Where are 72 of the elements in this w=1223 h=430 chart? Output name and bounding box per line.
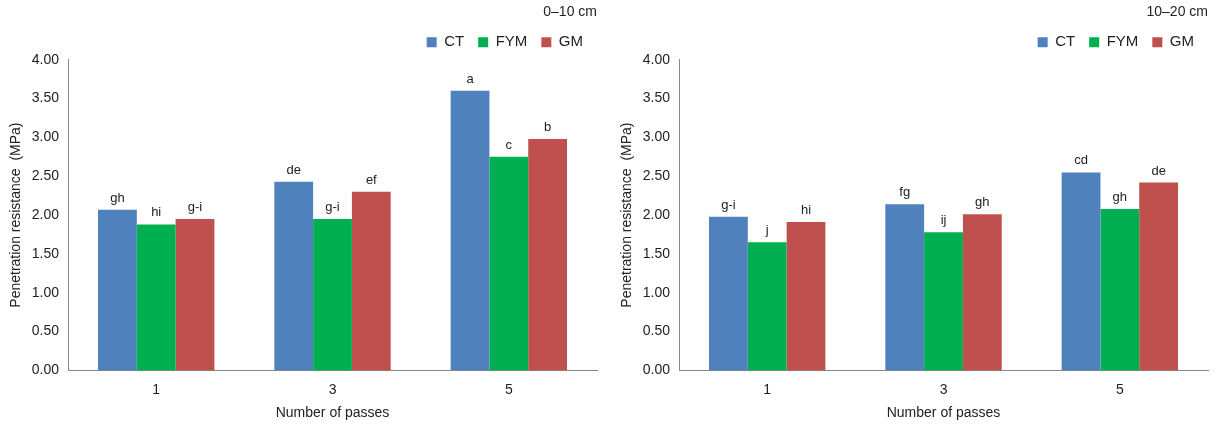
y-tick-label: 1.50 [642,244,671,261]
y-tick-label: 1.00 [31,283,60,300]
y-tick-label: 0.50 [31,322,60,339]
data-label: a [466,70,475,86]
y-tick-label: 0.00 [31,361,60,378]
y-tick-label: 4.00 [642,50,671,67]
data-label: de [286,161,301,177]
y-tick-label: 2.00 [642,205,671,222]
y-axis-title: Penetration resistance (MPa) [7,122,24,308]
bar [98,209,137,371]
data-label: gh [1112,188,1128,204]
x-tick-label: 3 [939,380,948,397]
data-label: b [544,119,552,135]
y-tick-label: 2.50 [642,167,671,184]
bar [1139,182,1179,371]
legend-label: FYM [1106,32,1139,50]
bar [489,156,529,371]
legend-label: GM [558,32,584,50]
bar [924,232,963,371]
bar [528,139,568,371]
y-tick-label: 3.50 [31,89,60,106]
x-tick-label: 3 [328,380,337,397]
data-label: gh [110,189,125,205]
bar [786,222,826,371]
y-tick-label: 3.00 [642,128,671,145]
y-tick-label: 4.00 [31,50,60,67]
data-label: gh [975,194,990,210]
bar [274,181,314,371]
bar [450,90,490,371]
y-axis-title: Penetration resistance (MPa) [618,122,635,308]
bar [747,242,787,371]
data-label: hi [151,204,162,220]
y-tick-label: 3.50 [642,89,671,106]
data-label: g-i [187,199,203,215]
y-tick-label: 2.00 [31,205,60,222]
data-label: fg [899,184,911,200]
x-axis-title: Number of passes [886,404,1001,421]
bar [885,204,925,371]
x-tick-label: 5 [1115,380,1124,397]
legend-label: GM [1169,32,1195,50]
y-tick-label: 0.50 [642,322,671,339]
bar [1061,172,1101,371]
bar [351,191,391,371]
y-tick-label: 1.50 [31,244,60,261]
chart-title: 0–10 cm [543,3,597,20]
bar [709,216,748,371]
bar [136,224,176,371]
x-tick-label: 5 [504,380,513,397]
x-tick-label: 1 [763,380,772,397]
x-tick-label: 1 [152,380,161,397]
bar [313,218,352,371]
y-tick-label: 1.00 [642,283,671,300]
data-label: c [505,136,513,152]
data-label: cd [1074,152,1088,168]
bar [962,214,1002,371]
y-tick-label: 3.00 [31,128,60,145]
data-label: ef [365,171,378,187]
bar [175,218,215,371]
data-label: g-i [721,196,736,212]
data-label: ij [940,212,947,228]
chart-title: 10–20 cm [1146,3,1208,20]
data-label: g-i [325,199,340,215]
y-tick-label: 0.00 [642,361,671,378]
y-tick-label: 2.50 [31,167,60,184]
data-label: j [764,222,769,238]
data-label: de [1151,162,1166,178]
legend-label: CT [1055,32,1076,50]
x-axis-title: Number of passes [275,404,390,421]
legend-label: FYM [495,32,528,50]
bar [1100,208,1140,371]
data-label: hi [800,202,812,218]
legend-label: CT [444,32,465,50]
